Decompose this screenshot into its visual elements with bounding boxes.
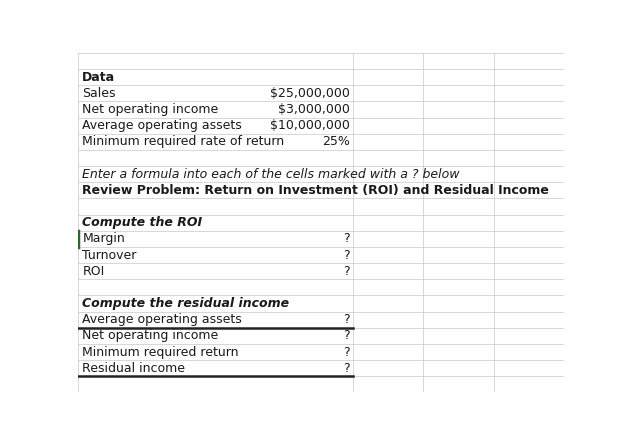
Text: Average operating assets: Average operating assets: [82, 313, 242, 326]
Text: $3,000,000: $3,000,000: [278, 103, 349, 116]
Text: ?: ?: [343, 265, 349, 278]
Text: Compute the ROI: Compute the ROI: [82, 216, 203, 229]
Text: Data: Data: [82, 71, 115, 84]
Text: Turnover: Turnover: [82, 249, 137, 262]
Text: Residual income: Residual income: [82, 362, 185, 375]
Text: Minimum required return: Minimum required return: [82, 346, 239, 359]
Text: ?: ?: [343, 232, 349, 245]
Text: ?: ?: [343, 329, 349, 342]
Text: ?: ?: [343, 313, 349, 326]
Text: ?: ?: [343, 362, 349, 375]
Text: Net operating income: Net operating income: [82, 329, 219, 342]
Text: Review Problem: Return on Investment (ROI) and Residual Income: Review Problem: Return on Investment (RO…: [82, 184, 549, 197]
Text: Margin: Margin: [82, 232, 125, 245]
Text: $10,000,000: $10,000,000: [270, 119, 349, 132]
Text: 25%: 25%: [322, 135, 349, 148]
Text: ?: ?: [343, 249, 349, 262]
Text: ROI: ROI: [82, 265, 105, 278]
Text: Sales: Sales: [82, 87, 116, 100]
Text: $25,000,000: $25,000,000: [270, 87, 349, 100]
Text: Average operating assets: Average operating assets: [82, 119, 242, 132]
Text: Compute the residual income: Compute the residual income: [82, 297, 290, 310]
Text: Minimum required rate of return: Minimum required rate of return: [82, 135, 285, 148]
Text: Net operating income: Net operating income: [82, 103, 219, 116]
Text: ?: ?: [343, 346, 349, 359]
Text: Enter a formula into each of the cells marked with a ? below: Enter a formula into each of the cells m…: [82, 168, 460, 181]
